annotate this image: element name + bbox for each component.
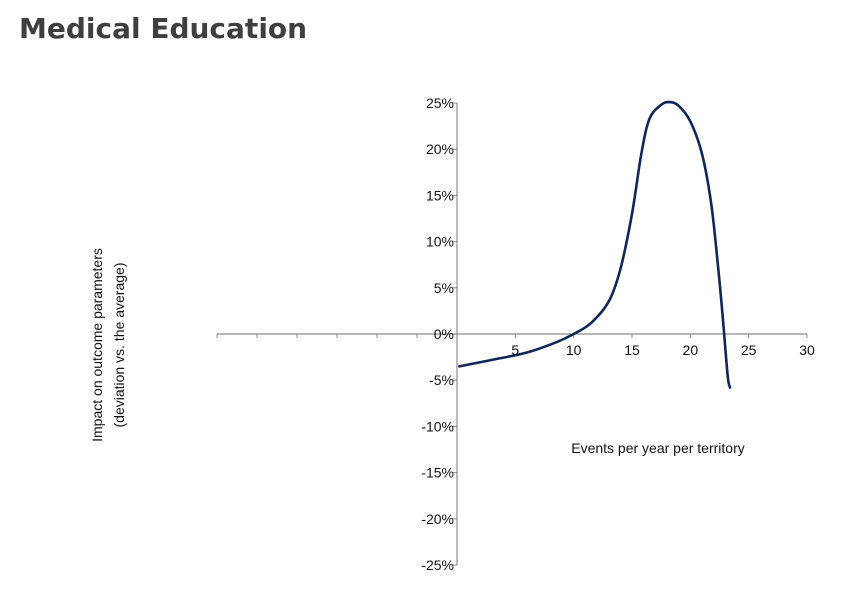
y-tick-label: -5% [429, 372, 454, 388]
y-tick-label: 5% [434, 280, 454, 296]
y-tick-label: 0% [434, 326, 454, 342]
x-tick-labels: 5 10 15 20 25 30 [511, 342, 815, 358]
y-axis-title-line-2: (deviation vs. the average) [111, 263, 127, 428]
y-tick-label: 10% [426, 234, 454, 250]
y-axis-title: Impact on outcome parameters (deviation … [89, 248, 127, 442]
y-tick-labels: 25% 20% 15% 10% 5% 0% -5% -10% -15% -20% -25% [421, 95, 454, 573]
x-tick-label: 20 [683, 342, 699, 358]
y-tick-label: -10% [421, 418, 454, 434]
axes [216, 102, 808, 566]
x-tick-label: 25 [741, 342, 757, 358]
y-axis-title-line-1: Impact on outcome parameters [89, 248, 105, 442]
y-tick-label: 20% [426, 141, 454, 157]
x-tick-label: 30 [799, 342, 815, 358]
y-tick-label: -15% [421, 465, 454, 481]
y-tick-label: -25% [421, 557, 454, 573]
y-tick-label: -20% [421, 511, 454, 527]
series-layer [458, 100, 732, 389]
y-tick-label: 15% [426, 187, 454, 203]
x-tick-label: 15 [624, 342, 640, 358]
y-tick-label: 25% [426, 95, 454, 111]
x-tick-label: 10 [566, 342, 582, 358]
series-line [458, 100, 732, 389]
page-title: Medical Education [19, 12, 308, 45]
x-tick-label: 5 [511, 342, 519, 358]
x-axis-title: Events per year per territory [571, 440, 745, 456]
